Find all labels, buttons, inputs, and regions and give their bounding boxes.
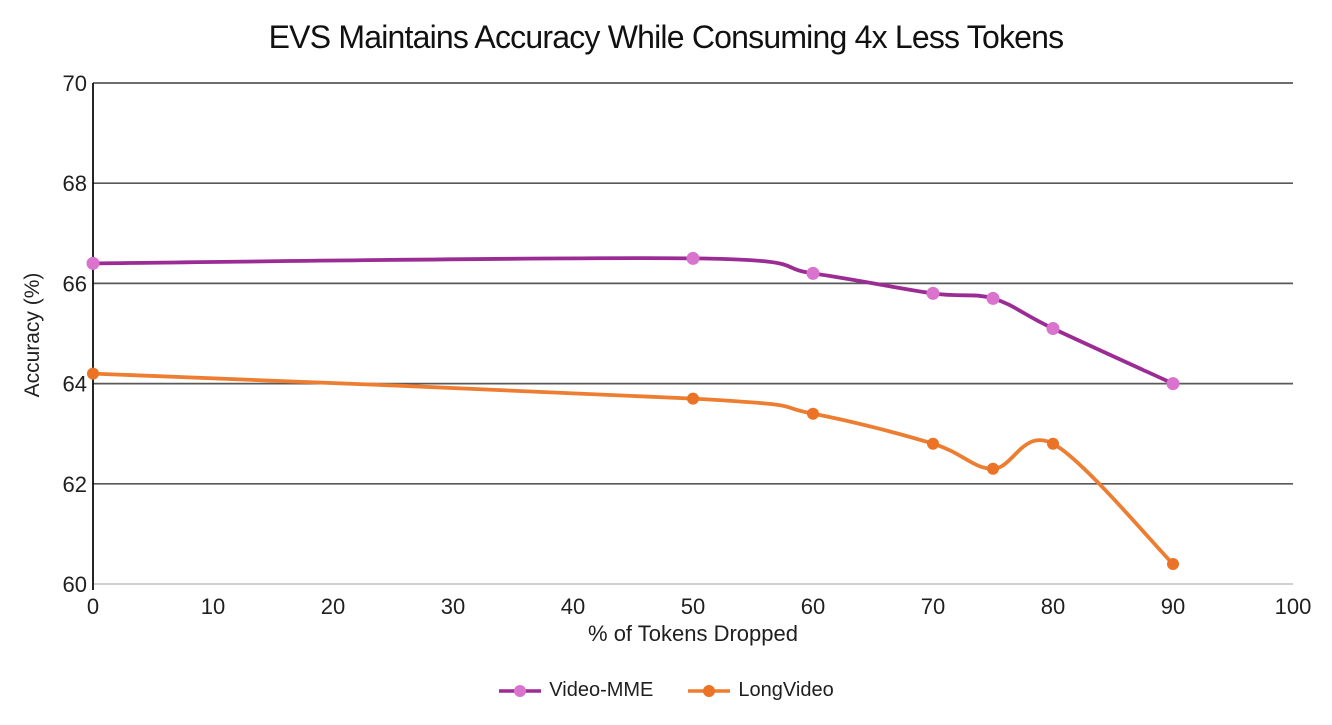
legend-item-video-mme: Video-MME [498,679,653,702]
x-tick-label-0: 0 [87,594,99,619]
data-point-LongVideo-x75 [987,462,999,475]
y-tick-label-70: 70 [63,71,87,96]
x-tick-label-70: 70 [921,594,945,619]
legend: Video-MME LongVideo [0,679,1332,702]
x-tick-label-40: 40 [561,594,585,619]
data-point-LongVideo-x70 [927,437,939,450]
data-point-LongVideo-x50 [687,392,699,405]
data-point-Video-MME-x60 [806,266,820,280]
legend-label: LongVideo [738,679,834,701]
y-tick-label-66: 66 [63,271,87,296]
y-tick-label-62: 62 [63,472,87,497]
data-point-Video-MME-x80 [1046,322,1060,335]
data-point-Video-MME-x90 [1166,377,1180,391]
legend-swatch-icon [688,684,731,697]
y-axis-title: Accuracy (%) [21,272,44,398]
series-line-Video-MME [91,256,1175,386]
data-point-Video-MME-x50 [686,251,700,265]
x-tick-label-20: 20 [321,594,345,619]
x-tick-label-10: 10 [201,594,225,619]
y-tick-label-64: 64 [63,372,87,397]
legend-item-longvideo: LongVideo [687,679,834,702]
chart-title: EVS Maintains Accuracy While Consuming 4… [268,19,1065,55]
data-point-Video-MME-x0 [86,256,100,270]
x-tick-label-100: 100 [1275,594,1312,619]
y-tick-label-68: 68 [63,171,87,196]
x-tick-label-60: 60 [801,594,825,619]
x-tick-label-30: 30 [441,594,465,619]
x-axis-title: % of Tokens Dropped [588,621,798,646]
x-tick-label-90: 90 [1161,594,1185,619]
data-point-Video-MME-x70 [926,286,940,300]
data-point-Video-MME-x75 [986,291,1000,305]
data-point-LongVideo-x80 [1047,437,1059,450]
y-tick-label-60: 60 [63,572,87,597]
data-point-LongVideo-x0 [87,367,99,380]
x-tick-label-50: 50 [681,594,705,619]
data-point-LongVideo-x90 [1167,558,1179,570]
legend-swatch-icon [499,684,542,697]
series-line-LongVideo [91,371,1175,566]
legend-label: Video-MME [549,679,654,701]
data-point-LongVideo-x60 [807,407,819,420]
x-tick-label-80: 80 [1041,594,1065,619]
